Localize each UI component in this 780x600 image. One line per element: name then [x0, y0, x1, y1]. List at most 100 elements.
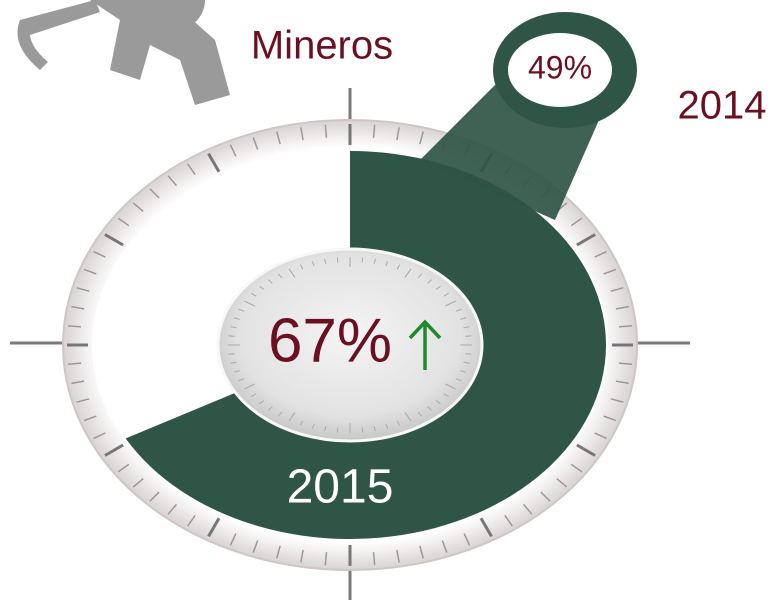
face-tick: [361, 427, 364, 433]
dial-tick: [252, 137, 259, 150]
face-tick: [460, 370, 467, 373]
dial-tick: [479, 517, 493, 538]
pointer-window: [508, 33, 612, 107]
dial-tick: [93, 432, 106, 440]
face-tick: [233, 370, 240, 373]
value-label: 49%: [528, 49, 592, 85]
face-tick: [385, 423, 389, 429]
face-tick: [324, 426, 327, 432]
dial-tick: [396, 549, 400, 563]
dial-tick: [396, 127, 400, 141]
face-tick: [463, 361, 470, 364]
face-tick: [238, 378, 245, 382]
face-tick: [396, 420, 401, 426]
face-tick: [443, 393, 449, 398]
face-tick: [373, 258, 376, 264]
dial-tick: [570, 217, 583, 227]
dial-tick: [207, 152, 221, 173]
dial-tick: [618, 324, 632, 328]
face-tick: [336, 427, 339, 433]
face-tick: [259, 400, 265, 405]
dial-tick: [117, 463, 130, 473]
dial-tick: [149, 491, 160, 502]
face-tick: [244, 383, 255, 390]
face-tick: [435, 285, 441, 290]
face-tick: [288, 268, 296, 278]
face-tick: [277, 273, 283, 279]
face-tick: [465, 335, 472, 337]
dial-tick: [576, 233, 596, 247]
dial-tick: [167, 503, 178, 515]
dial-tick: [167, 175, 178, 187]
dial-face: [216, 247, 484, 443]
dial-tick: [187, 163, 196, 176]
dial-tick: [187, 514, 196, 527]
dial-tick: [610, 287, 624, 292]
dial-tick: [300, 127, 304, 141]
face-tick: [311, 261, 315, 267]
face-tick: [251, 393, 257, 398]
face-tick: [244, 300, 255, 307]
face-tick: [277, 411, 283, 417]
dial-tick: [594, 250, 607, 258]
face-tick: [455, 378, 462, 382]
dial-tick: [83, 415, 97, 422]
face-tick: [230, 361, 237, 364]
dial-tick: [132, 478, 144, 488]
face-tick: [460, 317, 467, 320]
dial-tick: [117, 217, 130, 227]
dial-tick: [618, 362, 632, 366]
dial-tick: [540, 491, 551, 502]
dial-tick: [68, 324, 82, 328]
dial-tick: [104, 233, 124, 247]
face-tick: [268, 406, 273, 411]
dial-tick: [300, 549, 304, 563]
face-tick: [417, 411, 423, 417]
face-tick: [228, 335, 235, 337]
dial-tick: [419, 131, 424, 145]
dial-tick: [522, 503, 533, 515]
face-tick: [445, 300, 456, 307]
dial-tick: [463, 533, 471, 546]
face-tick: [299, 264, 304, 270]
category-label: 2014: [678, 84, 767, 128]
category-label: 2015: [287, 461, 394, 514]
face-tick: [435, 400, 441, 405]
dial-tick: [276, 131, 281, 145]
dial-tick: [149, 188, 160, 199]
dial-tick: [76, 287, 90, 292]
face-tick: [251, 292, 257, 297]
dial-tick: [229, 144, 237, 157]
dial-tick: [594, 432, 607, 440]
miner-icon: [17, 0, 230, 105]
dial-tick: [324, 124, 328, 138]
dial-tick: [372, 552, 376, 566]
face-tick: [385, 261, 389, 267]
dial-tick: [556, 478, 568, 488]
dial-tick: [603, 268, 617, 275]
face-tick: [427, 279, 432, 284]
dial-tick: [570, 463, 583, 473]
dial-tick: [93, 250, 106, 258]
face-tick: [404, 412, 412, 422]
face-tick: [238, 308, 245, 312]
dial-tick: [71, 380, 85, 385]
face-ticks: [228, 257, 472, 433]
dial-tick: [441, 540, 448, 553]
face-tick: [417, 273, 423, 279]
face-tick: [373, 426, 376, 432]
face-tick: [228, 353, 235, 355]
value-label: 67%: [268, 306, 392, 375]
face-tick: [233, 317, 240, 320]
dial-tick: [504, 514, 513, 527]
face-tick: [259, 285, 265, 290]
dial-tick: [372, 124, 376, 138]
face-tick: [268, 279, 273, 284]
pointer: [420, 12, 637, 220]
face-tick: [336, 257, 339, 263]
dial-tick: [252, 540, 259, 553]
dial-tick: [419, 545, 424, 559]
face-tick: [455, 308, 462, 312]
dial-tick: [83, 268, 97, 275]
